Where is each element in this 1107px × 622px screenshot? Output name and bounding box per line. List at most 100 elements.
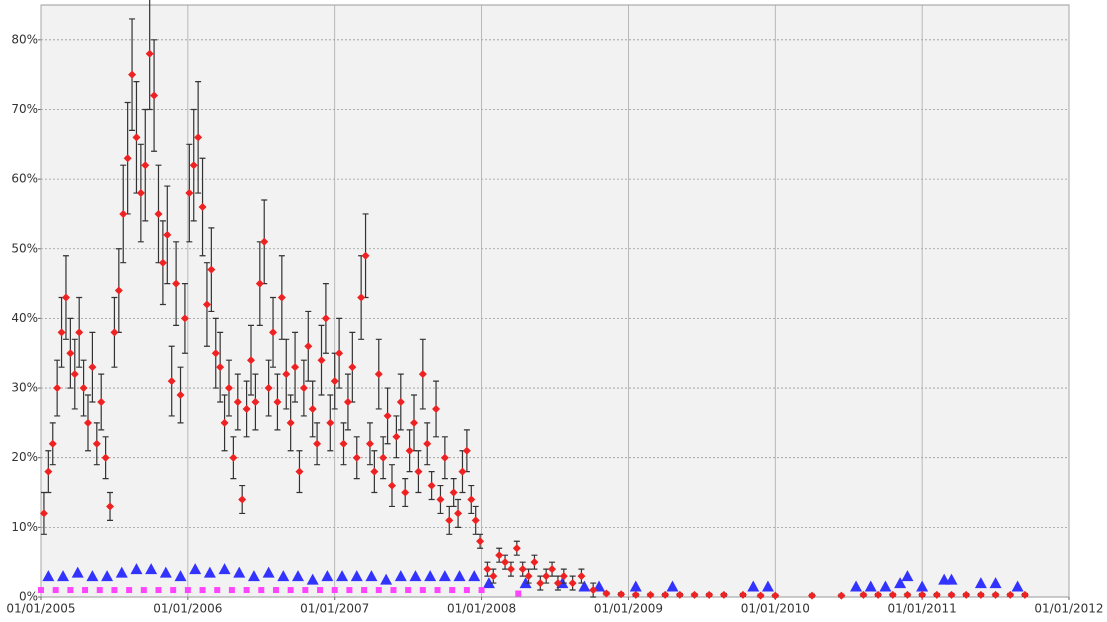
point: [229, 453, 238, 462]
x-tick-label: 01/01/2007: [300, 602, 369, 616]
x-tick-label: 01/01/2010: [741, 602, 810, 616]
point: [247, 356, 256, 365]
point: [214, 587, 221, 594]
point: [738, 590, 747, 599]
point: [471, 516, 480, 525]
point: [864, 580, 877, 592]
point: [553, 579, 562, 588]
point: [901, 570, 914, 582]
point: [185, 189, 194, 198]
point: [216, 363, 225, 372]
point: [130, 563, 143, 575]
point: [524, 572, 533, 581]
point: [383, 411, 392, 420]
point: [646, 590, 655, 599]
point: [859, 590, 868, 599]
x-tick-label: 01/01/2009: [594, 602, 663, 616]
point: [264, 384, 273, 393]
point: [126, 587, 133, 594]
point: [432, 404, 441, 413]
point: [666, 580, 679, 592]
point: [145, 49, 154, 58]
point: [128, 70, 137, 79]
x-tick-label: 01/01/2006: [153, 602, 222, 616]
plot-area: [40, 4, 1070, 598]
point: [427, 481, 436, 490]
point: [53, 384, 62, 393]
point: [463, 587, 470, 594]
point: [83, 418, 92, 427]
point: [44, 467, 53, 476]
point: [88, 363, 97, 372]
point: [593, 580, 606, 592]
point: [392, 432, 401, 441]
point: [947, 590, 956, 599]
point: [361, 251, 370, 260]
point: [542, 572, 551, 581]
point: [468, 570, 481, 582]
x-tick-label: 01/01/2012: [1034, 602, 1103, 616]
point: [136, 189, 145, 198]
point: [438, 570, 451, 582]
point: [476, 537, 485, 546]
point: [321, 314, 330, 323]
point: [66, 349, 75, 358]
point: [808, 591, 816, 600]
point: [394, 570, 407, 582]
point: [434, 587, 441, 594]
point: [308, 404, 317, 413]
point: [568, 579, 577, 588]
point: [1011, 580, 1024, 592]
point: [167, 377, 176, 386]
point: [79, 384, 88, 393]
point: [189, 563, 202, 575]
point: [771, 591, 780, 600]
point: [302, 587, 309, 594]
point: [423, 439, 432, 448]
point: [380, 573, 393, 585]
point: [436, 495, 445, 504]
point: [321, 570, 334, 582]
point: [220, 418, 229, 427]
point: [123, 154, 132, 163]
point: [424, 570, 437, 582]
point: [57, 570, 70, 582]
point: [346, 587, 353, 594]
point: [242, 404, 251, 413]
point: [251, 397, 260, 406]
point: [71, 566, 84, 578]
point: [141, 161, 150, 170]
point: [419, 587, 426, 594]
point: [203, 566, 216, 578]
point: [163, 230, 172, 239]
point: [207, 265, 216, 274]
point: [330, 377, 339, 386]
point: [331, 587, 338, 594]
point: [145, 563, 158, 575]
point: [198, 202, 207, 211]
point: [286, 418, 295, 427]
point: [629, 580, 642, 592]
point: [38, 587, 44, 594]
point: [874, 590, 883, 599]
point: [70, 370, 79, 379]
point: [306, 573, 319, 585]
point: [110, 328, 119, 337]
point: [850, 580, 863, 592]
point: [467, 495, 476, 504]
point: [506, 565, 515, 574]
point: [387, 481, 396, 490]
point: [82, 587, 89, 594]
point: [194, 133, 203, 142]
x-tick-label: 01/01/2011: [888, 602, 957, 616]
point: [101, 453, 110, 462]
point: [86, 570, 99, 582]
point: [589, 586, 598, 595]
point: [291, 363, 300, 372]
point: [114, 286, 123, 295]
point: [536, 579, 545, 588]
point: [313, 439, 322, 448]
point: [375, 587, 382, 594]
point: [1006, 590, 1015, 599]
